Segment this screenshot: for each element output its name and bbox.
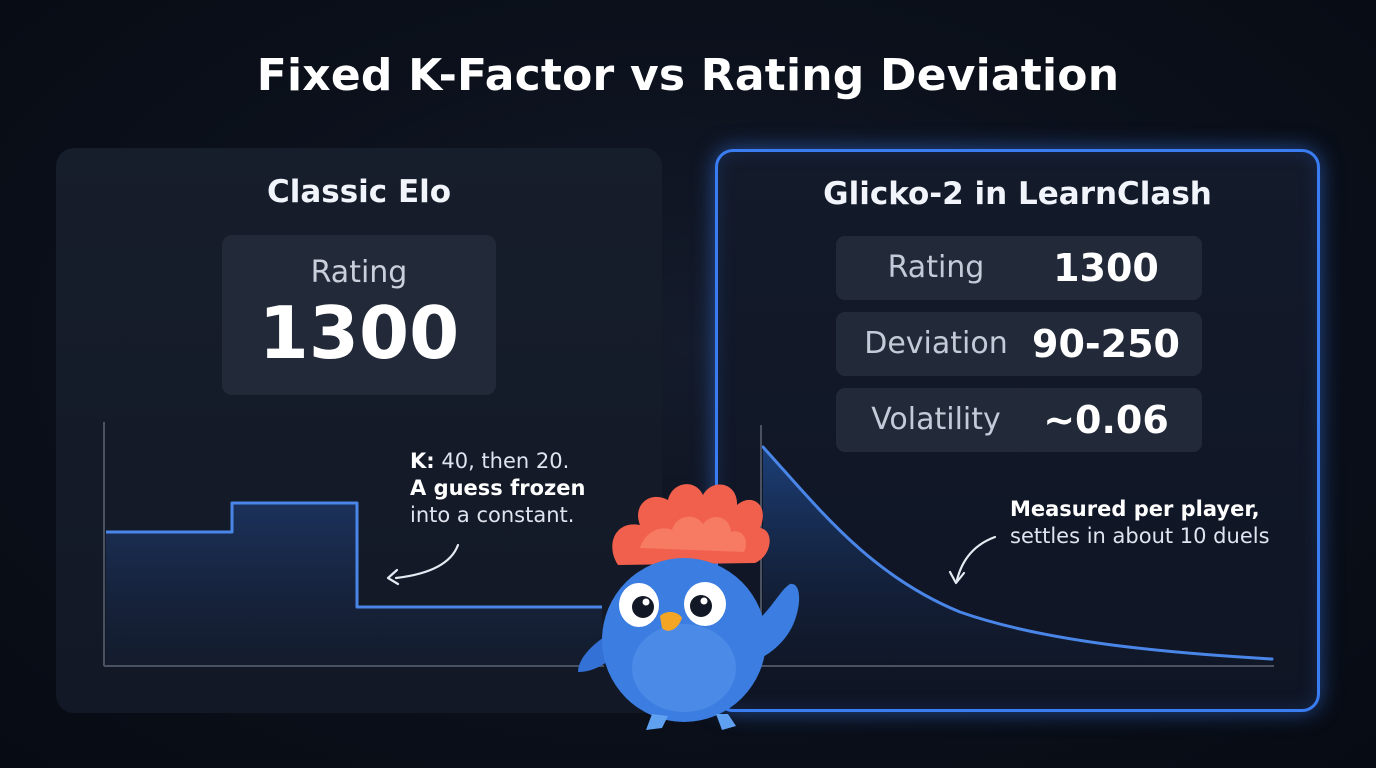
elo-rating-card: Rating 1300 xyxy=(222,235,496,395)
page-title: Fixed K-Factor vs Rating Deviation xyxy=(256,50,1120,101)
k-factor-area xyxy=(106,503,602,665)
stat-value-deviation: 90-250 xyxy=(1032,322,1180,366)
k-values: 40, then 20. xyxy=(434,449,570,473)
constant-text: into a constant. xyxy=(410,503,575,527)
glicko-title: Glicko-2 in LearnClash xyxy=(823,176,1212,212)
settles-text: settles in about 10 duels xyxy=(1010,524,1270,548)
mascot-feet xyxy=(646,714,736,730)
stat-value-volatility: ~0.06 xyxy=(1043,398,1169,442)
stat-label-volatility: Volatility xyxy=(871,402,1001,437)
mascot-eyes xyxy=(619,582,726,627)
stat-row-rating: Rating 1300 xyxy=(836,236,1202,300)
guess-frozen-text: A guess frozen xyxy=(410,476,586,500)
left-arrowhead xyxy=(386,568,400,586)
deviation-area xyxy=(763,447,1272,664)
k-factor-line xyxy=(106,501,602,609)
stat-row-volatility: Volatility ~0.06 xyxy=(836,388,1202,452)
stat-value-rating: 1300 xyxy=(1053,246,1159,290)
deviation-annotation: Measured per player, settles in about 10… xyxy=(1010,496,1270,550)
stat-label-rating: Rating xyxy=(887,250,985,285)
mascot-crest xyxy=(612,484,770,565)
classic-elo-title: Classic Elo xyxy=(266,174,452,210)
stat-label-deviation: Deviation xyxy=(864,326,1008,361)
stat-row-deviation: Deviation 90-250 xyxy=(836,312,1202,376)
k-factor-annotation: K: 40, then 20. A guess frozen into a co… xyxy=(410,448,585,529)
right-annotation-arrow xyxy=(955,535,997,582)
left-annotation-arrow xyxy=(394,543,460,580)
elo-rating-label: Rating xyxy=(310,255,408,290)
k-factor-step-chart xyxy=(103,422,604,667)
mascot-belly xyxy=(632,624,736,712)
measured-text: Measured per player, xyxy=(1010,497,1260,521)
elo-rating-value: 1300 xyxy=(258,291,460,375)
right-arrowhead xyxy=(948,570,966,585)
deviation-curve xyxy=(761,445,1274,661)
mascot-beak xyxy=(660,612,682,631)
k-label: K: xyxy=(410,449,435,473)
